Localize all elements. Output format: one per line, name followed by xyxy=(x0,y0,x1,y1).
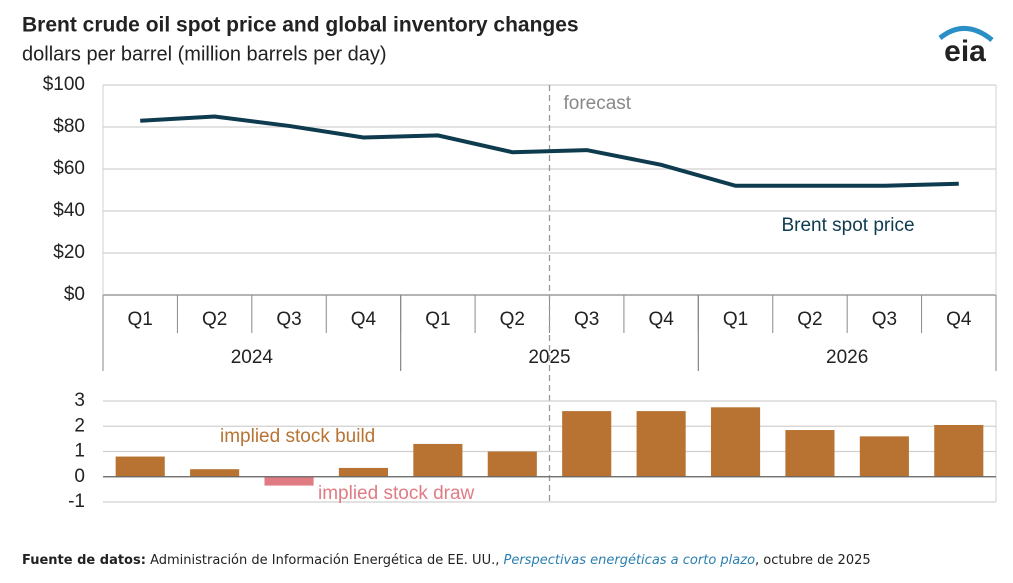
x-tick-label: Q1 xyxy=(425,309,450,330)
footer-label: Fuente de datos: xyxy=(22,553,146,568)
x-tick-label: Q3 xyxy=(872,309,897,330)
x-tick-label: Q4 xyxy=(946,309,972,330)
y-tick-label: 0 xyxy=(74,466,85,487)
bar xyxy=(338,467,389,477)
x-tick-label: Q4 xyxy=(648,309,674,330)
footer-publication: Perspectivas energéticas a corto plazo xyxy=(503,553,756,568)
bar xyxy=(487,451,537,477)
bar xyxy=(115,456,165,477)
footer: Fuente de datos: Administración de Infor… xyxy=(22,553,871,568)
y-tick-label: $0 xyxy=(64,284,85,305)
bar xyxy=(562,411,612,477)
line-series xyxy=(140,114,959,188)
series-label: Brent spot price xyxy=(781,215,914,236)
bar xyxy=(413,443,463,477)
group-label: 2024 xyxy=(231,347,274,368)
bar xyxy=(264,476,314,486)
logo-swoosh xyxy=(938,26,994,42)
x-tick-label: Q2 xyxy=(202,309,227,330)
x-tick-label: Q1 xyxy=(723,309,748,330)
x-tick-label: Q2 xyxy=(500,309,525,330)
bar xyxy=(934,424,984,477)
y-tick-label: $80 xyxy=(53,116,85,137)
y-tick-label: -1 xyxy=(68,491,85,512)
footer-text: Administración de Información Energética… xyxy=(150,553,500,568)
bar xyxy=(190,469,240,477)
x-tick-label: Q4 xyxy=(351,309,377,330)
bar xyxy=(785,430,835,477)
bar xyxy=(859,436,909,477)
y-tick-label: 1 xyxy=(74,441,85,462)
chart-title: Brent crude oil spot price and global in… xyxy=(22,14,579,37)
y-tick-label: $100 xyxy=(43,74,85,95)
y-tick-label: 2 xyxy=(74,415,85,436)
bar xyxy=(710,407,761,477)
group-label: 2026 xyxy=(826,347,868,368)
y-tick-label: $20 xyxy=(53,242,85,263)
y-tick-label: 3 xyxy=(74,390,85,411)
series-label: implied stock build xyxy=(220,426,375,447)
footer-date: , octubre de 2025 xyxy=(755,553,871,568)
forecast-label: forecast xyxy=(564,93,632,114)
x-tick-label: Q1 xyxy=(128,309,153,330)
series-label: implied stock draw xyxy=(318,483,475,504)
logo: eia xyxy=(944,35,986,68)
x-tick-label: Q3 xyxy=(574,309,599,330)
y-tick-label: $60 xyxy=(53,158,85,179)
x-tick-label: Q2 xyxy=(797,309,822,330)
y-tick-label: $40 xyxy=(53,200,85,221)
x-tick-label: Q3 xyxy=(276,309,301,330)
bar xyxy=(636,411,686,477)
chart-subtitle: dollars per barrel (million barrels per … xyxy=(22,43,387,65)
